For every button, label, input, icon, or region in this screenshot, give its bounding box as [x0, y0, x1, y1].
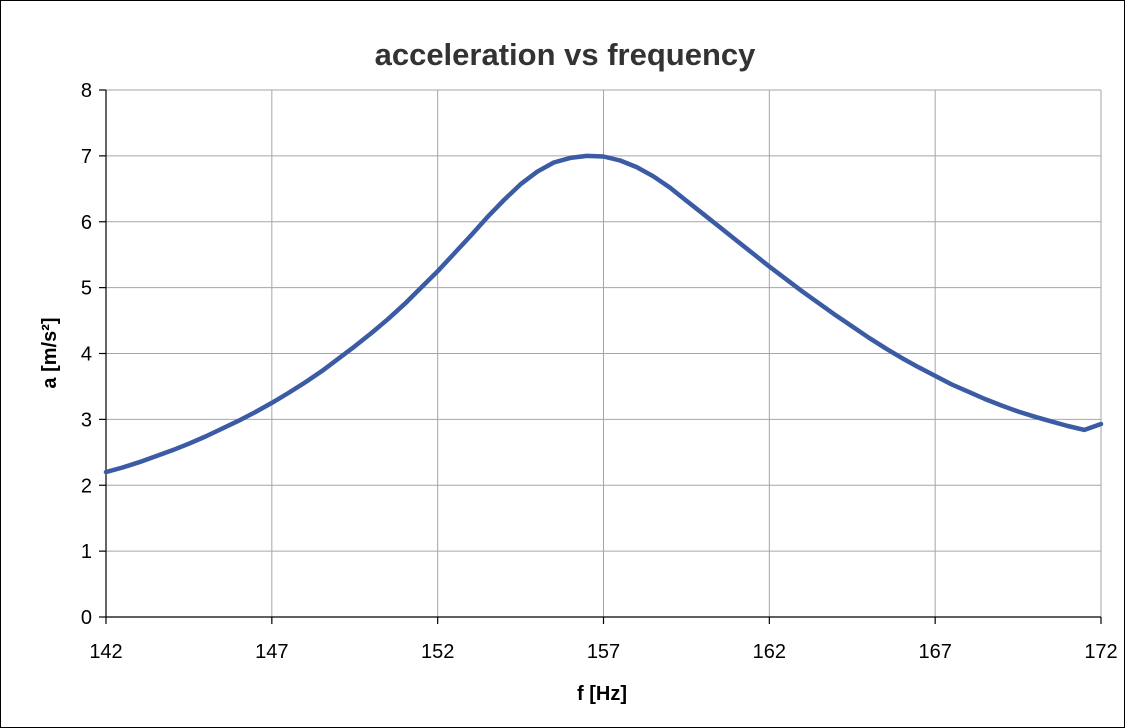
x-tick-label: 172	[1084, 641, 1117, 663]
x-tick-label: 157	[587, 641, 620, 663]
x-tick-label: 142	[89, 641, 122, 663]
x-tick-label: 162	[753, 641, 786, 663]
x-tick-label: 147	[255, 641, 288, 663]
tick-labels: 0 1 2 3 4 5 6 7 8 142 147 152 157 162 167 172	[81, 80, 1118, 663]
x-tick-label: 167	[918, 641, 951, 663]
grid	[106, 89, 1102, 617]
y-tick-label: 4	[81, 344, 92, 366]
x-tick-label: 152	[421, 641, 454, 663]
y-tick-label: 5	[81, 278, 92, 300]
x-axis-label: f [Hz]	[577, 683, 627, 705]
y-tick-label: 3	[81, 409, 92, 431]
series-line	[103, 153, 1104, 475]
y-axis-label: a [m/s²]	[39, 317, 61, 388]
y-tick-label: 8	[81, 80, 92, 102]
series	[103, 153, 1104, 475]
chart-title: acceleration vs frequency	[375, 37, 757, 72]
y-tick-label: 2	[81, 475, 92, 497]
y-tick-label: 0	[81, 607, 92, 629]
y-tick-label: 7	[81, 146, 92, 168]
y-tick-label: 6	[81, 212, 92, 234]
y-tick-label: 1	[81, 541, 92, 563]
axes	[99, 89, 1102, 624]
